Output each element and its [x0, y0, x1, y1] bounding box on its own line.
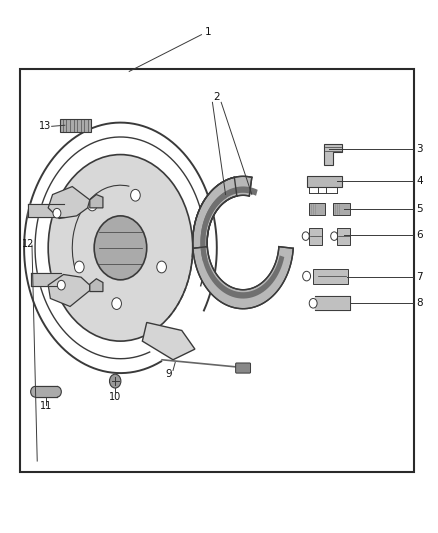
Text: 11: 11 — [40, 401, 52, 411]
Circle shape — [303, 271, 311, 281]
Circle shape — [112, 298, 121, 310]
Circle shape — [302, 232, 309, 240]
Circle shape — [74, 261, 84, 273]
Circle shape — [309, 298, 317, 308]
Text: 2: 2 — [213, 92, 220, 102]
Polygon shape — [337, 228, 350, 245]
Polygon shape — [193, 176, 252, 248]
Text: 7: 7 — [416, 272, 423, 281]
Bar — [20, 69, 414, 472]
Polygon shape — [48, 274, 90, 306]
Polygon shape — [142, 322, 195, 360]
Text: 3: 3 — [416, 144, 423, 154]
Polygon shape — [309, 228, 322, 245]
Text: 5: 5 — [416, 204, 423, 214]
Polygon shape — [90, 279, 103, 292]
Polygon shape — [201, 192, 284, 298]
Text: 13: 13 — [39, 122, 51, 131]
Text: 1: 1 — [205, 27, 212, 37]
Polygon shape — [193, 177, 293, 309]
Polygon shape — [309, 203, 325, 215]
Text: 6: 6 — [416, 230, 423, 239]
Text: 10: 10 — [109, 392, 121, 402]
Text: 8: 8 — [416, 298, 423, 308]
Polygon shape — [90, 195, 103, 208]
Circle shape — [31, 386, 39, 397]
Polygon shape — [333, 203, 350, 215]
Polygon shape — [48, 187, 90, 219]
Polygon shape — [60, 119, 91, 132]
FancyBboxPatch shape — [236, 363, 251, 373]
Text: 9: 9 — [165, 369, 172, 379]
Circle shape — [110, 374, 121, 388]
Circle shape — [57, 280, 65, 290]
Polygon shape — [307, 176, 342, 187]
Text: 12: 12 — [22, 239, 35, 249]
Polygon shape — [324, 144, 342, 165]
Polygon shape — [313, 269, 348, 284]
Text: 4: 4 — [416, 176, 423, 186]
Circle shape — [131, 189, 140, 201]
Circle shape — [88, 199, 97, 211]
Circle shape — [331, 232, 338, 240]
Ellipse shape — [48, 155, 193, 341]
Circle shape — [94, 216, 147, 280]
Circle shape — [53, 386, 61, 397]
Polygon shape — [201, 187, 258, 262]
Circle shape — [53, 208, 61, 218]
Circle shape — [157, 261, 166, 273]
